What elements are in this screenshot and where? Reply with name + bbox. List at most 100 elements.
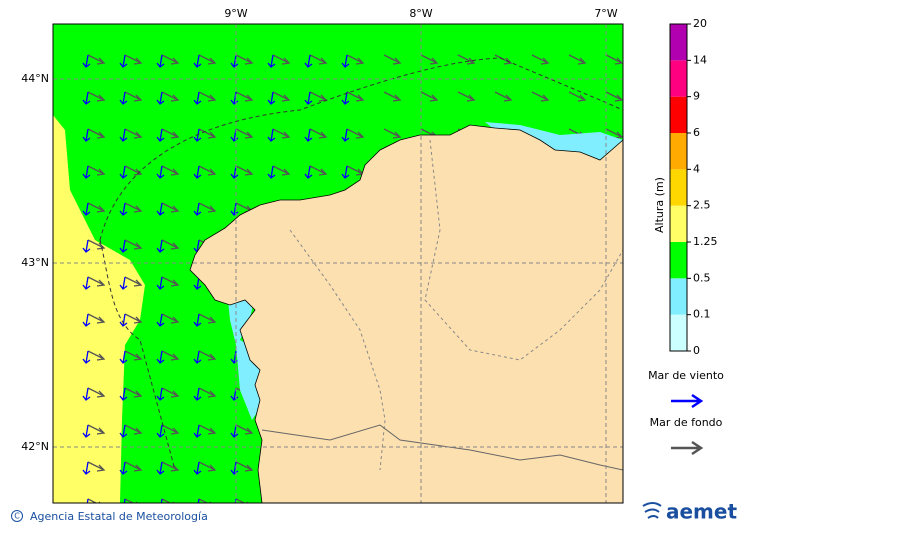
swell-arrow: [383, 128, 402, 139]
swell-arrow: [198, 424, 217, 435]
swell-arrow: [235, 91, 254, 102]
swell-arrow: [235, 165, 254, 176]
map-frame: [52, 23, 624, 504]
colorbar-frame: [669, 23, 688, 352]
swell-arrow: [198, 350, 217, 361]
colorbar-tick-label: 6: [693, 126, 700, 139]
swell-arrow: [383, 54, 402, 65]
swell-arrow: [309, 128, 328, 139]
logo-icon: [642, 502, 662, 519]
colorbar-segment: [670, 314, 687, 351]
wind-arrow: [82, 202, 91, 216]
swell-arrow: [309, 165, 328, 176]
swell-arrow: [457, 91, 476, 102]
wind-arrow: [82, 424, 91, 438]
wind-arrow: [230, 461, 239, 475]
swell-arrow: [198, 498, 212, 503]
swell-arrow: [124, 313, 143, 324]
wind-arrow: [160, 498, 163, 503]
colorbar-segment: [670, 133, 687, 170]
wind-arrow: [82, 350, 91, 364]
swell-arrow: [161, 461, 180, 472]
wind-arrow: [341, 91, 350, 105]
wind-arrow: [156, 424, 165, 438]
colorbar-segment: [670, 169, 687, 206]
wind-arrow: [156, 387, 165, 401]
swell-arrow: [531, 91, 550, 102]
wind-arrow: [156, 54, 165, 68]
colorbar-tick-label: 0.1: [693, 308, 711, 321]
wind-arrow: [230, 202, 239, 216]
swell-arrow: [161, 128, 180, 139]
swell-arrow: [161, 165, 180, 176]
colorbar-tick-label: 1.25: [693, 235, 718, 248]
swell-arrow: [346, 54, 365, 65]
colorbar-tick-label: 0.5: [693, 271, 711, 284]
swell-arrow: [198, 461, 217, 472]
wind-arrow: [119, 54, 128, 68]
swell-arrow: [87, 424, 106, 435]
swell-arrow: [235, 498, 249, 503]
swell-arrow: [124, 91, 143, 102]
wind-arrow: [193, 202, 202, 216]
swell-arrow: [124, 498, 138, 503]
wind-arrow: [193, 165, 202, 179]
swell-arrow: [124, 461, 143, 472]
swell-arrow: [87, 350, 106, 361]
swell-arrow: [420, 91, 439, 102]
swell-arrow: [568, 54, 587, 65]
swell-arrow: [235, 424, 254, 435]
wind-arrow: [119, 202, 128, 216]
wind-arrow: [119, 461, 128, 475]
wind-arrow: [119, 128, 128, 142]
legend-arrow: [671, 393, 704, 409]
wind-arrow: [82, 54, 91, 68]
swell-arrow: [87, 387, 106, 398]
swell-arrow: [124, 54, 143, 65]
colorbar-segment: [670, 242, 687, 279]
swell-arrow: [87, 165, 106, 176]
colorbar-tick-label: 9: [693, 90, 700, 103]
swell-arrow: [420, 54, 439, 65]
swell-arrow: [568, 91, 587, 102]
wind-arrow: [230, 54, 239, 68]
wind-arrow: [123, 498, 126, 503]
swell-arrow: [198, 54, 217, 65]
swell-arrow: [161, 424, 180, 435]
swell-arrow: [161, 91, 180, 102]
colorbar-tick-label: 20: [693, 17, 707, 30]
wind-arrow: [267, 128, 276, 142]
swell-arrow: [161, 239, 180, 250]
lat-label: 42°N: [21, 440, 49, 453]
swell-arrow: [124, 387, 143, 398]
swell-arrow: [198, 91, 217, 102]
swell-arrow: [124, 276, 143, 287]
swell-arrow: [124, 239, 143, 250]
swell-arrow: [87, 498, 101, 503]
swell-arrow: [198, 165, 217, 176]
grid: [53, 24, 623, 503]
swell-arrow: [161, 350, 180, 361]
swell-arrow: [272, 128, 291, 139]
copyright-icon: C: [14, 512, 20, 521]
swell-arrow: [272, 54, 291, 65]
colorbar-tick-label: 14: [693, 53, 707, 66]
wind-arrow: [119, 350, 128, 364]
swell-arrow: [235, 461, 254, 472]
swell-arrow: [605, 54, 623, 65]
swell-arrow: [87, 128, 106, 139]
lat-label: 44°N: [21, 72, 49, 85]
wind-arrow: [267, 91, 276, 105]
wind-arrow: [82, 239, 91, 253]
wind-arrow: [82, 128, 91, 142]
swell-arrow: [87, 239, 106, 250]
logo: aemet: [642, 500, 737, 524]
swell-arrow: [531, 54, 550, 65]
swell-arrow: [161, 202, 180, 213]
colorbar-segment: [670, 60, 687, 97]
wind-arrow: [82, 387, 91, 401]
swell-arrow: [198, 313, 217, 324]
legend: Mar de viento Mar de fondo: [648, 369, 724, 456]
wind-arrow: [193, 387, 202, 401]
